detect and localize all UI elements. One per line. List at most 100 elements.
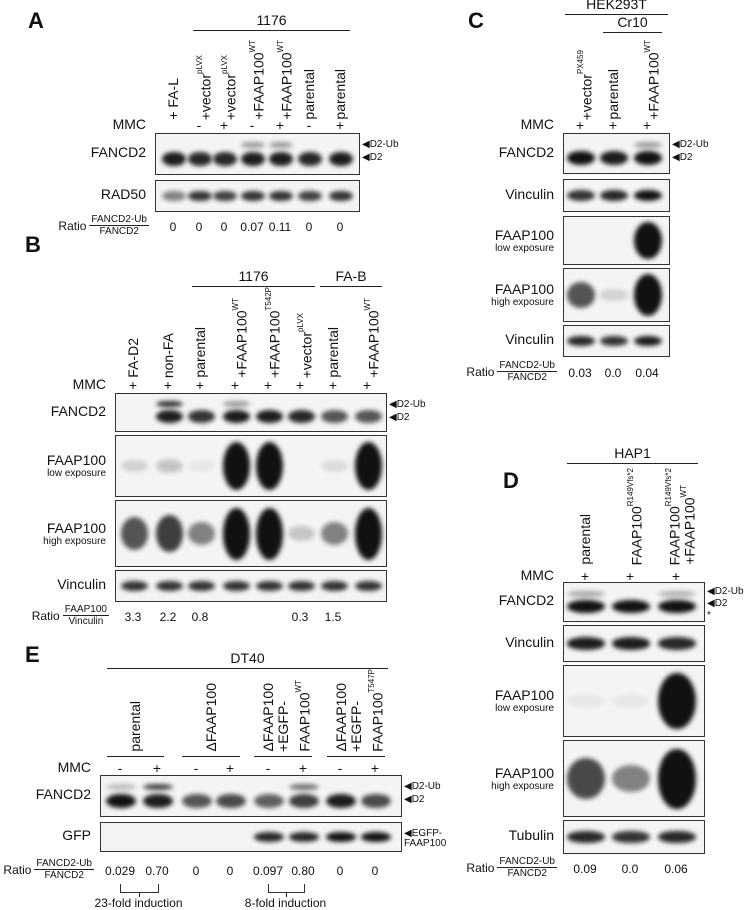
blot-faap100-high xyxy=(115,500,387,567)
lane-label: +FAAP100WT xyxy=(640,40,662,120)
blot-label: Tubulin xyxy=(468,828,554,842)
band-marker: * xyxy=(707,610,711,621)
band xyxy=(567,758,605,799)
band-marker: ◀D2 xyxy=(389,412,410,423)
band-ub xyxy=(143,784,173,791)
mmc-sign: + xyxy=(298,760,308,776)
lane-label: parental xyxy=(577,514,593,565)
band xyxy=(255,442,283,490)
lane-label: non-FA xyxy=(160,333,176,378)
group-header: FA-B xyxy=(335,268,367,284)
ratio-value: 0 xyxy=(220,220,228,234)
band xyxy=(216,793,246,808)
lane-label: +FAAP100WT xyxy=(676,485,698,565)
lane-label: parental xyxy=(325,327,341,378)
lane-label-text: +FAAP100 xyxy=(681,497,698,565)
panel-letter: E xyxy=(25,642,40,667)
group-header: HAP1 xyxy=(614,445,651,461)
blot-label-text: FAAP100 xyxy=(494,764,554,781)
band xyxy=(567,151,595,165)
band xyxy=(289,793,319,808)
blot-label-text: Vinculin xyxy=(505,331,554,347)
band xyxy=(155,514,183,553)
band xyxy=(188,190,212,202)
band xyxy=(222,507,250,560)
blot-sublabel: low exposure xyxy=(495,242,554,254)
ratio-numerator: FANCD2-Ub xyxy=(89,214,149,226)
ratio-value: 0.80 xyxy=(291,864,315,878)
lane-label: +EGFP- xyxy=(275,701,291,752)
blot-sublabel: high exposure xyxy=(491,297,554,308)
blot-vinculin xyxy=(563,179,670,212)
blot-label-text: Tubulin xyxy=(508,827,554,843)
group-header-line xyxy=(565,14,668,15)
band-marker: ◀D2-Ub xyxy=(404,781,441,792)
blot-tubulin xyxy=(563,820,705,854)
lane-label: +FAAP100WT xyxy=(228,298,250,378)
group-underline xyxy=(182,756,240,757)
lane-label-sup: T542P xyxy=(264,287,273,311)
band xyxy=(634,274,662,316)
lane-label: +FAAP100WT xyxy=(360,298,382,378)
band-ub xyxy=(658,590,696,597)
blot-label: FANCD2 xyxy=(20,404,106,418)
band xyxy=(106,793,136,808)
lane-label-text: ΔFAAP100 xyxy=(202,683,219,752)
band xyxy=(567,335,595,347)
group-header-line xyxy=(107,668,388,669)
ratio-value: 0.06 xyxy=(664,862,688,876)
lane-label-sup: PX459 xyxy=(576,49,585,74)
ratio-fraction: FANCD2-Ub FANCD2 xyxy=(89,214,149,237)
band xyxy=(567,282,595,308)
lane-label: parental xyxy=(605,69,621,120)
band-ub xyxy=(269,142,293,149)
lane-label-sup: R149Vfs*2 xyxy=(664,467,673,506)
panel-letter: A xyxy=(28,8,44,33)
mmc-sign: + xyxy=(580,568,590,584)
lane-label-text: FA-D2 xyxy=(125,338,141,378)
lane-label-sup: pLVX xyxy=(195,54,204,74)
ratio-fraction: FANCD2-Ub FANCD2 xyxy=(497,856,557,879)
band xyxy=(320,410,348,424)
panel-letter: B xyxy=(25,232,41,257)
mmc-sign: + xyxy=(263,377,273,393)
band xyxy=(329,151,353,166)
band xyxy=(241,151,265,166)
mmc-sign: + xyxy=(275,117,285,133)
ratio-value: 3.3 xyxy=(124,610,142,624)
mmc-sign: + xyxy=(225,760,235,776)
ratio-value: 0.3 xyxy=(291,610,309,624)
ratio-value: 0.097 xyxy=(252,864,284,878)
band xyxy=(155,580,183,592)
band xyxy=(320,522,348,545)
lane-label-text: +vector xyxy=(298,331,315,378)
mmc-sign: + xyxy=(219,117,229,133)
lane-label: +FAAP100WT xyxy=(245,40,267,120)
induction-bracket xyxy=(268,884,305,893)
blot-gfp xyxy=(100,822,402,852)
blot-label: RAD50 xyxy=(60,187,146,201)
blot-label-text: FAAP100 xyxy=(494,281,554,297)
band xyxy=(269,151,293,166)
band xyxy=(287,526,315,541)
mmc-sign: - xyxy=(337,760,343,776)
lane-label-text: parental xyxy=(301,69,317,120)
band xyxy=(567,599,605,614)
band xyxy=(326,793,356,808)
lane-label: ΔFAAP100 xyxy=(333,683,349,752)
band xyxy=(222,580,250,592)
band-ub xyxy=(155,401,183,408)
lane-label: FAAP100T547P xyxy=(364,669,386,752)
lane-label-text: FAAP100 xyxy=(296,692,313,752)
band-marker: ◀D2-Ub xyxy=(707,586,744,597)
blot-label: FAAP100 high exposure xyxy=(468,282,554,310)
blot-label-text: FANCD2 xyxy=(90,144,146,160)
blot-fancd2 xyxy=(100,775,402,817)
band-ub xyxy=(289,784,319,791)
band xyxy=(612,637,650,650)
ratio-value: 0 xyxy=(192,864,200,878)
mmc-label: MMC xyxy=(520,567,554,583)
band xyxy=(187,410,215,424)
band xyxy=(213,151,237,166)
lane-label-text: +vector xyxy=(222,73,239,120)
